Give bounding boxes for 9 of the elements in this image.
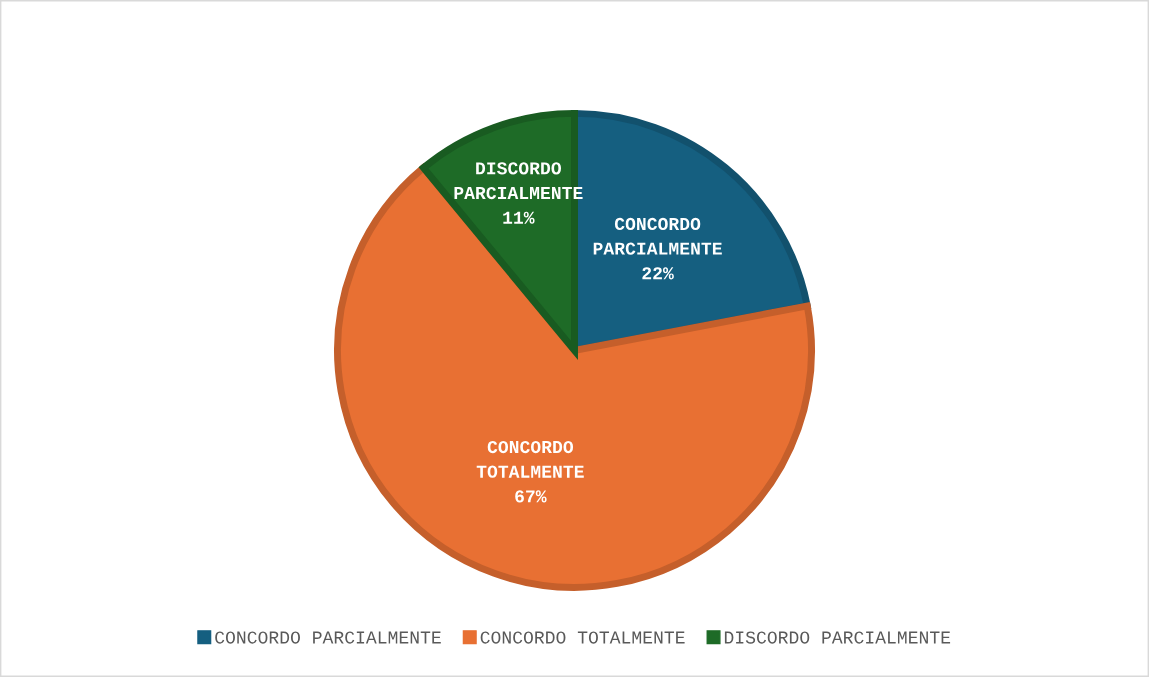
data-label: 22% xyxy=(642,267,674,280)
slice-label: CONCORDO TOTALMENTE xyxy=(476,440,584,478)
data-label: 67% xyxy=(515,490,547,503)
legend-label: CONCORDO TOTALMENTE xyxy=(480,631,685,644)
data-label: 11% xyxy=(503,211,535,224)
slice-label: CONCORDO PARCIALMENTE xyxy=(593,217,722,255)
slice-label: DISCORDO PARCIALMENTE xyxy=(454,162,583,200)
legend-label: DISCORDO PARCIALMENTE xyxy=(724,631,951,644)
legend-label: CONCORDO PARCIALMENTE xyxy=(215,631,441,644)
